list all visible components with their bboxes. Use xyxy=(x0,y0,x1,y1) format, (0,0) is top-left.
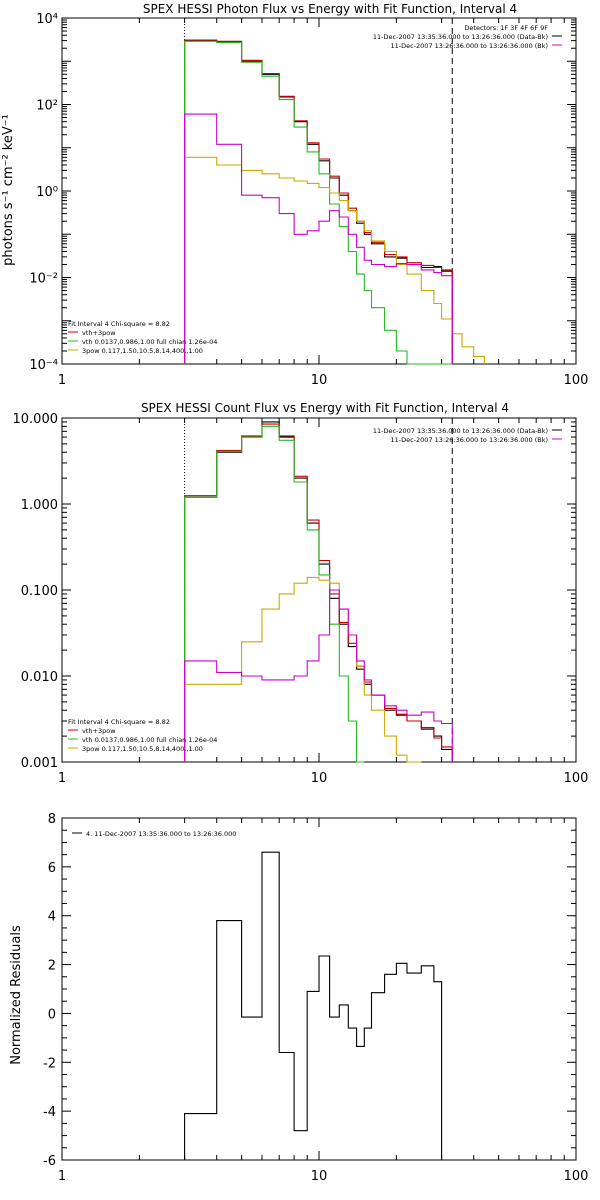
y-tick-label: -4 xyxy=(43,1105,56,1120)
plot-frame xyxy=(61,17,577,365)
legend-label: 3pow 0.117,1.50,10.5,8.14,400.,1.00 xyxy=(82,745,203,753)
x-tick-label: 10 xyxy=(311,1169,328,1184)
y-tick-label: -6 xyxy=(43,1154,56,1169)
chart3-plot: 1 10 100 -6 -4 -2 0 2 4 6 8 4. 11-Dec-2007 13:35:36… xyxy=(43,812,588,1184)
series-vth xyxy=(184,425,365,763)
legend-label: vth+3pow xyxy=(82,727,116,735)
y-tick-label: 0.100 xyxy=(21,584,58,599)
x-tick-label: 10 xyxy=(311,373,328,388)
chart2-plot: 1 10 100 0.001 0.010 0.100 1.000 10.000 11-Dec-2… xyxy=(13,412,589,786)
y-tick-label: 10.000 xyxy=(13,412,59,427)
y-tick-label: 10⁴ xyxy=(36,12,58,27)
legend-label: Detectors: 1F 3F 4F 6F 9F xyxy=(464,24,548,32)
legend-label: 11-Dec-2007 13:26:36.000 to 13:26:36.000… xyxy=(391,436,549,444)
x-tick-label: 1 xyxy=(58,771,66,786)
series-data xyxy=(184,421,453,762)
chart1-title: SPEX HESSI Photon Flux vs Energy with Fi… xyxy=(143,2,517,16)
y-tick-label: 4 xyxy=(48,910,56,925)
y-tick-label: 6 xyxy=(48,861,56,876)
x-tick-label: 100 xyxy=(564,771,589,786)
plot-frame xyxy=(61,417,577,763)
series-total xyxy=(184,423,453,762)
series-bk xyxy=(184,589,453,762)
y-tick-label: 2 xyxy=(48,959,56,974)
y-tick-label: 10⁰ xyxy=(36,185,58,200)
y-tick-label: 8 xyxy=(48,812,56,827)
series-residuals xyxy=(184,851,453,1161)
legend-label: 4. 11-Dec-2007 13:35:36.000 to 13:26:36.… xyxy=(86,830,236,838)
legend-label: 11-Dec-2007 13:26:36.000 to 13:26:36.000… xyxy=(391,42,549,50)
chart2-title: SPEX HESSI Count Flux vs Energy with Fit… xyxy=(141,401,509,415)
y-tick-label: 0 xyxy=(48,1007,56,1022)
chart3-ylabel: Normalized Residuals xyxy=(9,925,24,1065)
legend-label: vth 0.0137,0.986,1.00 full chian 1.26e-0… xyxy=(82,338,217,346)
y-tick-label: 1.000 xyxy=(21,498,58,513)
y-tick-label: 10² xyxy=(36,99,58,114)
y-tick-label: 10⁻² xyxy=(29,272,58,287)
series-vth xyxy=(184,40,453,365)
x-tick-label: 10 xyxy=(311,771,328,786)
chart1-ylabel: photons s⁻¹ cm⁻² keV⁻¹ xyxy=(1,114,16,266)
legend-label: vth+3pow xyxy=(82,329,116,337)
series-pow xyxy=(184,576,422,763)
series-bk xyxy=(184,113,453,364)
x-tick-label: 1 xyxy=(58,373,66,388)
series-total xyxy=(184,39,453,364)
legend-label: 11-Dec-2007 13:35:36.000 to 13:26:36.000… xyxy=(373,33,548,41)
legend-label: vth 0.0137,0.986,1.00 full chian 1.26e-0… xyxy=(82,736,217,744)
legend-label: 11-Dec-2007 13:35:36.000 to 13:26:36.000… xyxy=(373,427,548,435)
x-tick-label: 100 xyxy=(564,373,589,388)
legend-label: Fit Interval 4 Chi-square = 8.82 xyxy=(68,320,170,328)
y-tick-label: -2 xyxy=(43,1056,56,1071)
y-tick-label: 10⁻⁴ xyxy=(29,358,58,373)
series-data xyxy=(184,40,453,364)
series-pow xyxy=(184,156,485,364)
y-tick-label: 0.010 xyxy=(21,670,58,685)
legend-label: 3pow 0.117,1.50,10.5,8.14,400.,1.00 xyxy=(82,347,203,355)
chart1-plot: 1 10 100 10⁻⁴ 10⁻² 10⁰ 10² 10⁴ Detectors: 1F 3F … xyxy=(29,12,588,388)
x-tick-label: 100 xyxy=(564,1169,589,1184)
y-tick-label: 0.001 xyxy=(21,756,58,771)
x-tick-label: 1 xyxy=(58,1169,66,1184)
legend-label: Fit Interval 4 Chi-square = 8.82 xyxy=(68,718,170,726)
